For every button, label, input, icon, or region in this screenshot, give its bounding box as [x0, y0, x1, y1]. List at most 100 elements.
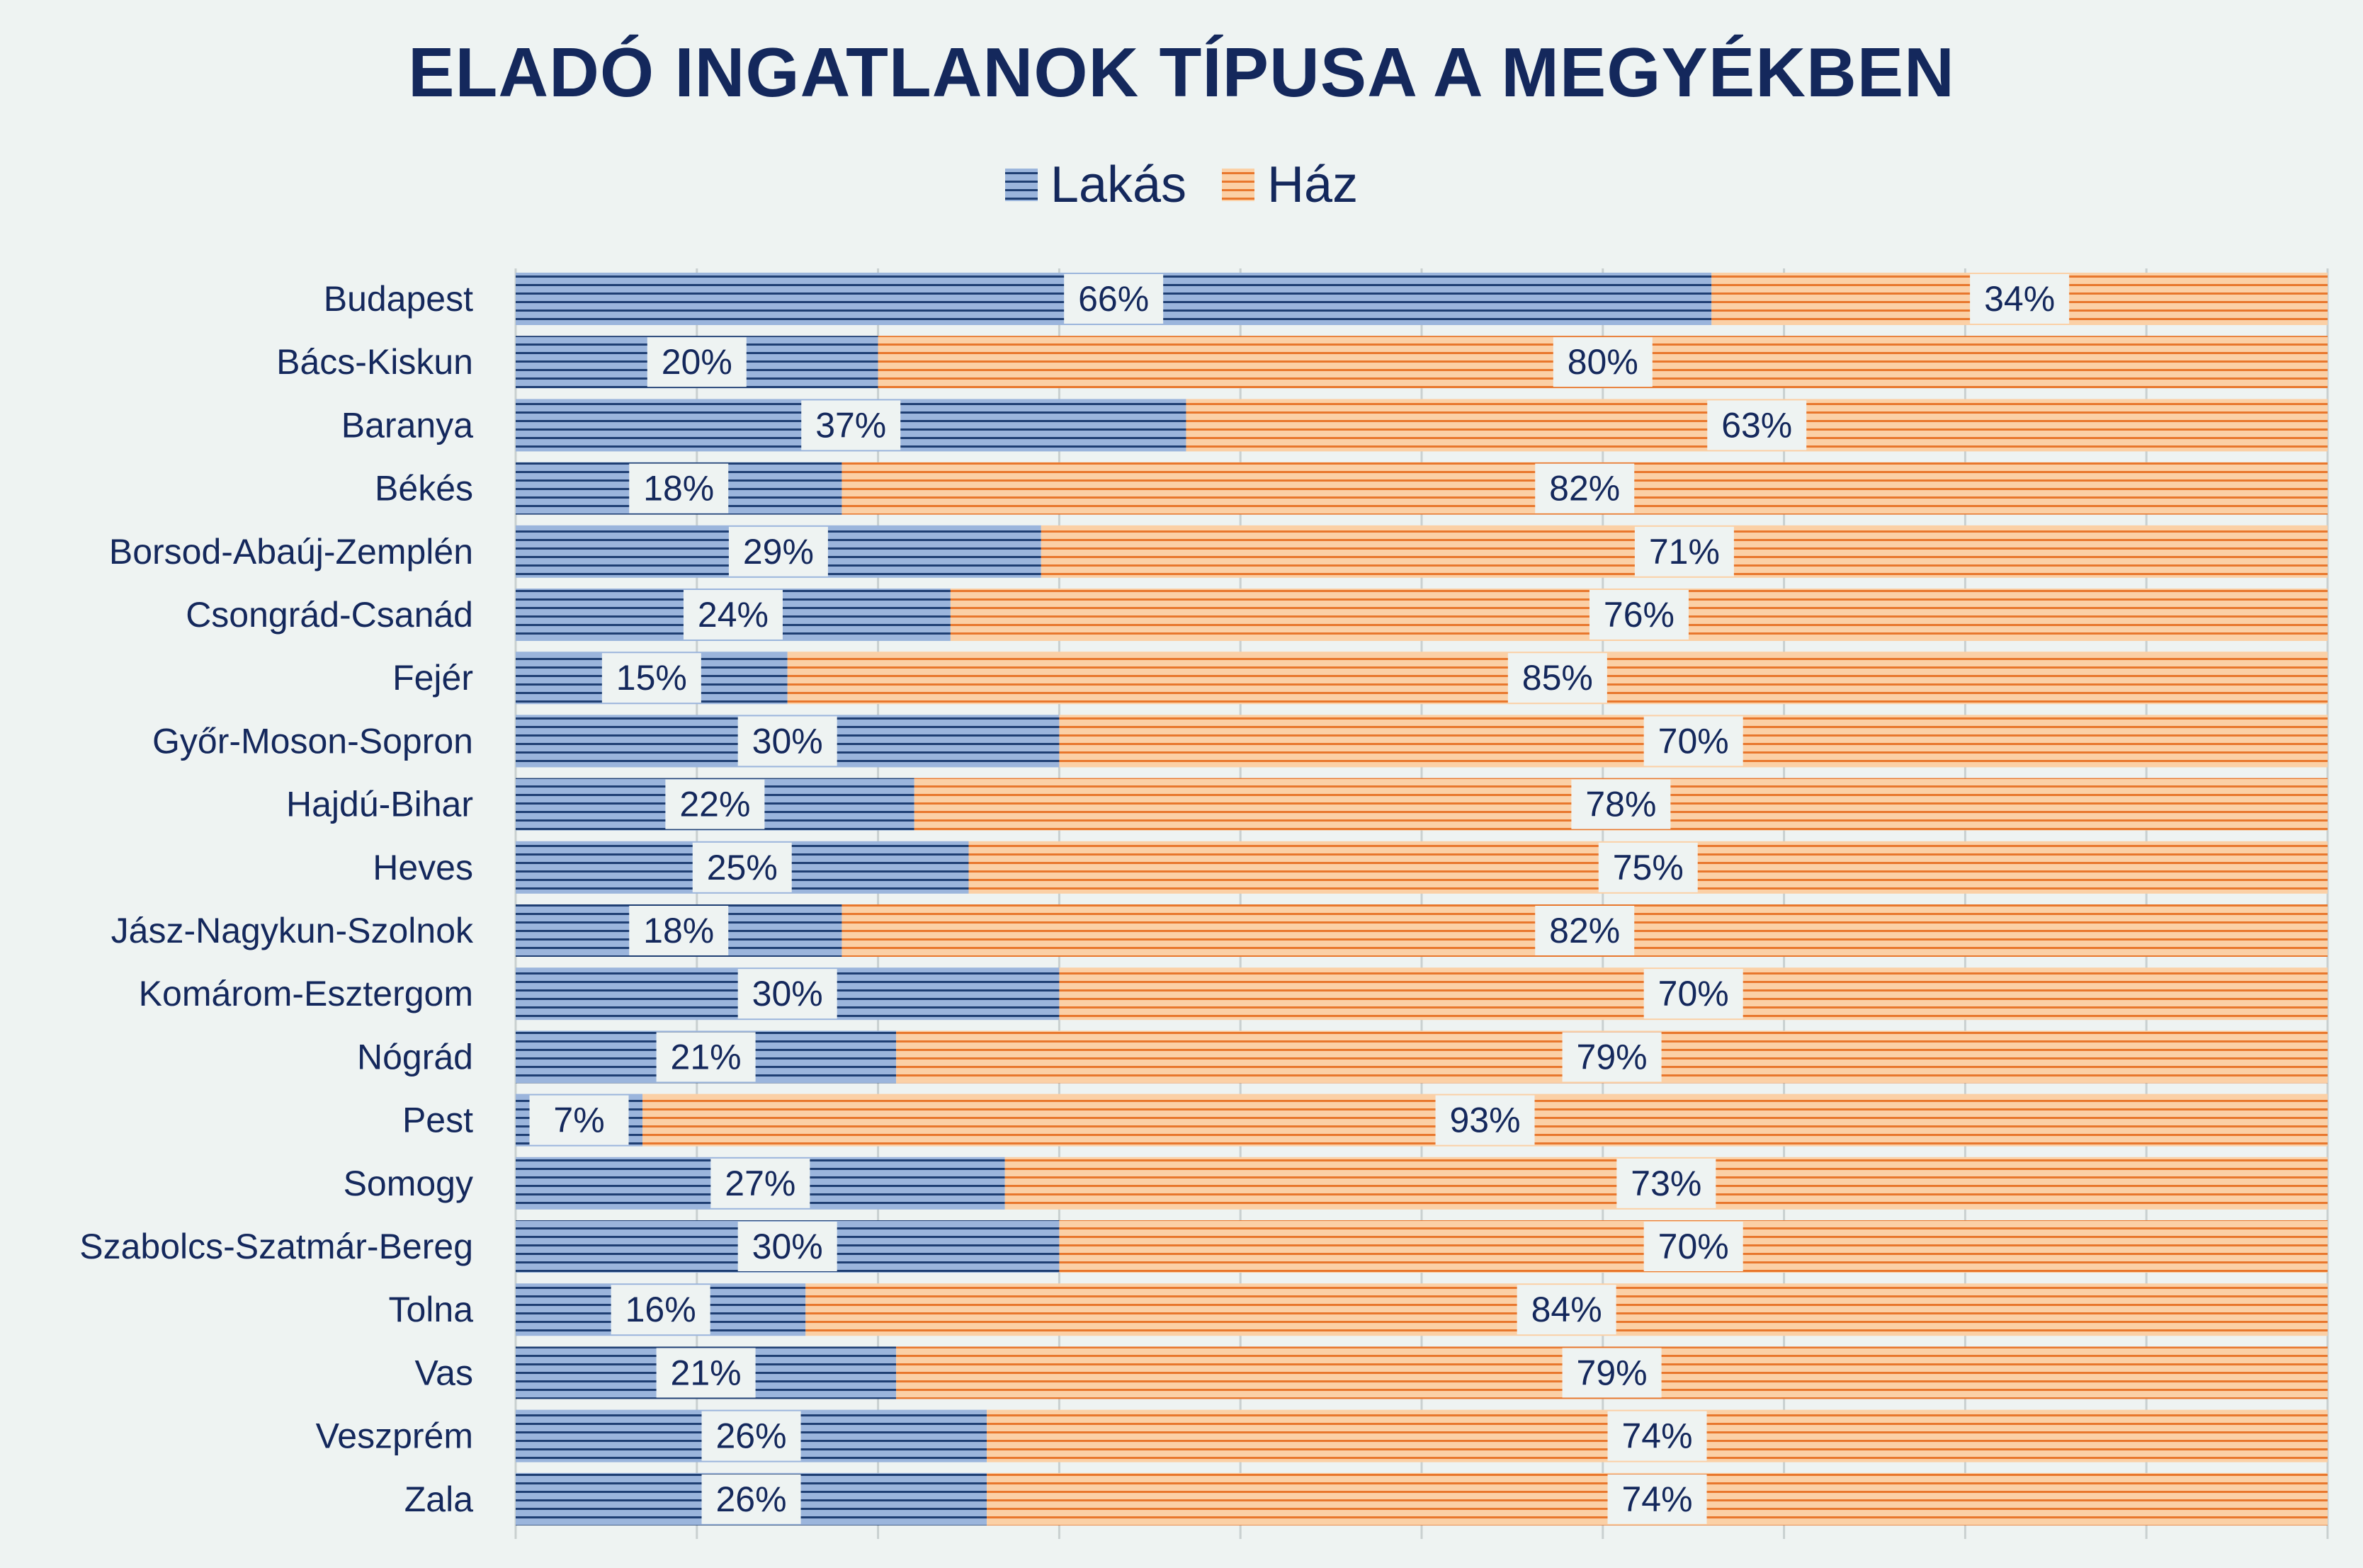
category-label: Borsod-Abaúj-Zemplén [109, 532, 473, 572]
data-label-lakas: 26% [716, 1416, 787, 1456]
data-label-lakas: 66% [1078, 279, 1149, 319]
category-label: Jász-Nagykun-Szolnok [111, 911, 474, 950]
data-label-lakas-bg [656, 1032, 756, 1082]
data-label-lakas: 18% [643, 469, 714, 509]
data-label-haz-bg [1553, 337, 1653, 387]
data-label-haz: 79% [1577, 1353, 1648, 1392]
data-label-lakas-bg [737, 969, 837, 1019]
data-label-haz-bg [1517, 1285, 1616, 1335]
category-label: Csongrád-Csanád [186, 595, 473, 635]
data-label-haz: 82% [1549, 469, 1620, 509]
data-label-lakas-bg [629, 463, 729, 513]
data-label-lakas-bg [801, 400, 901, 450]
data-label-lakas: 18% [643, 911, 714, 950]
labels-layer: Budapest 66% 34% Bács-Kiskun 20% 80% Baranya 37… [79, 274, 2070, 1524]
data-label-haz: 76% [1604, 595, 1674, 635]
data-label-haz: 79% [1577, 1037, 1648, 1076]
legend-label-lakas: Lakás [1050, 157, 1187, 213]
legend-swatch-lakas [1004, 169, 1038, 201]
data-label-haz: 63% [1721, 405, 1792, 445]
category-label: Heves [373, 848, 473, 887]
data-label-haz: 93% [1449, 1101, 1520, 1140]
data-label-lakas: 26% [716, 1479, 787, 1519]
data-label-lakas: 15% [616, 658, 687, 698]
data-label-lakas-bg [701, 1411, 801, 1461]
legend-item-lakas[interactable]: Lakás [1004, 156, 1187, 214]
category-label: Tolna [388, 1290, 473, 1329]
category-label: Szabolcs-Szatmár-Bereg [79, 1227, 473, 1266]
data-label-lakas-bg [529, 1095, 629, 1145]
data-label-haz: 80% [1568, 342, 1638, 382]
data-label-lakas-bg [701, 1474, 801, 1524]
data-label-haz-bg [1571, 779, 1671, 829]
data-label-haz-bg [1535, 463, 1635, 513]
data-label-lakas-bg [1064, 274, 1164, 324]
data-label-lakas-bg [629, 906, 729, 955]
data-label-lakas: 29% [743, 532, 814, 572]
data-label-haz-bg [1589, 590, 1689, 640]
category-label: Fejér [392, 658, 473, 698]
data-label-haz: 74% [1622, 1416, 1693, 1456]
data-label-lakas: 22% [679, 785, 750, 824]
data-label-haz-bg [1435, 1095, 1535, 1145]
category-label: Békés [375, 469, 473, 509]
data-label-haz-bg [1562, 1348, 1662, 1398]
data-label-haz-bg [1607, 1411, 1707, 1461]
data-label-haz: 71% [1649, 532, 1720, 572]
data-label-haz-bg [1598, 842, 1698, 892]
data-label-haz-bg [1607, 1474, 1707, 1524]
data-label-lakas: 24% [698, 595, 769, 635]
legend: Lakás Ház [0, 156, 2363, 214]
data-label-haz-bg [1970, 274, 2070, 324]
data-label-haz-bg [1507, 653, 1607, 703]
category-label: Pest [402, 1101, 473, 1140]
data-label-lakas-bg [737, 716, 837, 766]
data-label-haz: 74% [1622, 1479, 1693, 1519]
data-label-haz: 82% [1549, 911, 1620, 950]
category-label: Bács-Kiskun [276, 342, 473, 382]
data-label-lakas-bg [728, 526, 828, 576]
data-label-haz: 73% [1631, 1164, 1701, 1203]
data-label-haz-bg [1634, 526, 1734, 576]
legend-item-haz[interactable]: Ház [1222, 156, 1358, 214]
legend-swatch-haz [1222, 169, 1255, 201]
category-label: Komárom-Esztergom [139, 974, 473, 1013]
legend-label-haz: Ház [1267, 157, 1359, 213]
chart-title: ELADÓ INGATLANOK TÍPUSA A MEGYÉKBEN [408, 33, 1955, 111]
category-label: Budapest [324, 279, 473, 319]
data-label-haz: 75% [1613, 848, 1684, 887]
data-label-haz-bg [1616, 1158, 1716, 1208]
data-label-lakas-bg [656, 1348, 756, 1398]
data-label-lakas: 37% [815, 405, 886, 445]
data-label-haz: 70% [1658, 721, 1729, 761]
data-label-lakas-bg [647, 337, 747, 387]
data-label-haz-bg [1535, 906, 1635, 955]
data-label-haz: 78% [1585, 785, 1656, 824]
data-label-haz: 34% [1984, 279, 2055, 319]
category-label: Baranya [341, 405, 473, 445]
data-label-haz-bg [1707, 400, 1807, 450]
category-label: Hajdú-Bihar [286, 785, 473, 824]
data-label-lakas-bg [601, 653, 701, 703]
data-label-lakas: 21% [671, 1353, 742, 1392]
category-label: Veszprém [316, 1416, 473, 1456]
category-label: Győr-Moson-Sopron [152, 721, 473, 761]
category-label: Vas [415, 1353, 473, 1392]
data-label-haz-bg [1643, 969, 1743, 1019]
data-label-haz-bg [1562, 1032, 1662, 1082]
data-label-lakas: 30% [752, 974, 823, 1013]
data-label-lakas-bg [665, 779, 765, 829]
data-label-lakas: 20% [662, 342, 732, 382]
data-label-lakas: 30% [752, 721, 823, 761]
data-label-lakas: 25% [707, 848, 778, 887]
data-label-haz: 70% [1658, 1227, 1729, 1266]
data-label-lakas-bg [611, 1285, 710, 1335]
data-label-lakas-bg [710, 1158, 810, 1208]
data-label-lakas: 30% [752, 1227, 823, 1266]
data-label-lakas: 21% [671, 1037, 742, 1076]
data-label-lakas-bg [683, 590, 783, 640]
data-label-haz-bg [1643, 716, 1743, 766]
data-label-lakas: 27% [725, 1164, 795, 1203]
data-label-haz: 70% [1658, 974, 1729, 1013]
